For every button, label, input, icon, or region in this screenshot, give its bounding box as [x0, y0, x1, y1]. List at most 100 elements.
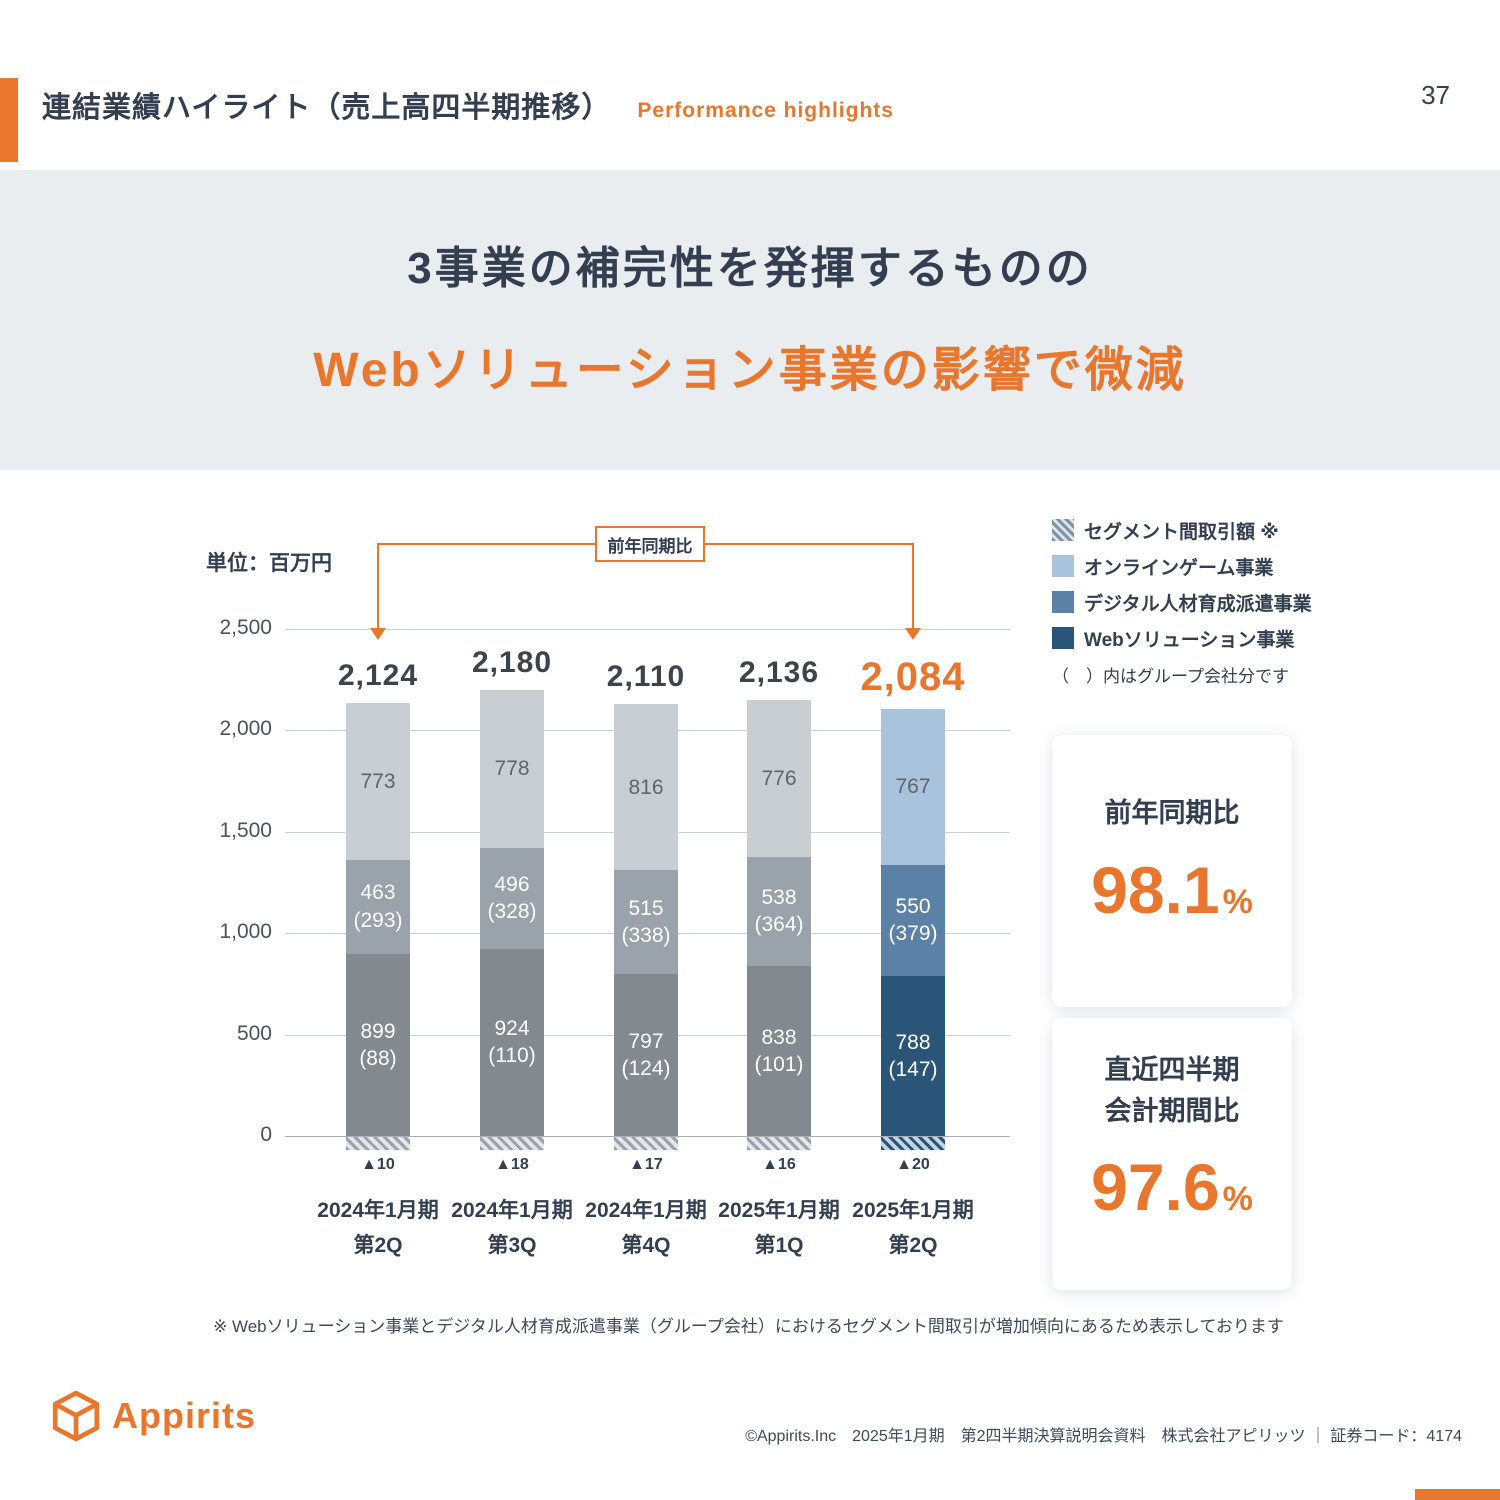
- headline-line-1: 3事業の補完性を発揮するものの: [407, 244, 1093, 293]
- kpi-value-number: 98.1: [1091, 852, 1220, 927]
- bar-total-label: 2,110: [606, 660, 686, 694]
- bar-segment-game: 773: [346, 703, 410, 860]
- bar-segment-web: 797 (124): [614, 974, 678, 1136]
- legend-label: セグメント間取引額 ※: [1084, 521, 1279, 543]
- header: 連結業績ハイライト（売上高四半期推移） Performance highligh…: [42, 84, 894, 126]
- kpi-card-value: 98.1%: [1091, 852, 1253, 928]
- appirits-logo-icon: [52, 1390, 100, 1442]
- elimination-strip: [881, 1137, 945, 1150]
- bar-segment-web: 838 (101): [747, 966, 811, 1136]
- x-axis-category-label: 2024年1月期 第4Q: [585, 1199, 707, 1257]
- legend-label: オンラインゲーム事業: [1084, 557, 1274, 579]
- bar-segment-label: 550 (379): [888, 895, 938, 946]
- x-axis-category-label: 2025年1月期 第2Q: [852, 1199, 974, 1257]
- down-arrow-icon: [905, 628, 921, 640]
- footer-credit: ©Appirits.Inc 2025年1月期 第2四半期決算説明会資料 株式会社…: [745, 1428, 1462, 1445]
- elimination-strip: [346, 1137, 410, 1150]
- bar-total-label: 2,136: [738, 655, 820, 689]
- elimination-strip: [614, 1137, 678, 1150]
- page-number: 37: [1421, 80, 1450, 110]
- bar-segment-label: 788 (147): [888, 1030, 938, 1082]
- bar-segment-label: 463 (293): [353, 881, 403, 932]
- bar-segment-label: 797 (124): [621, 1029, 671, 1081]
- bottom-accent-strip: [1415, 1489, 1500, 1500]
- appirits-logo: Appirits: [50, 1390, 256, 1442]
- quarterly-revenue-stacked-bar-chart: 単位：百万円 前年同期比 0 500 1,000 1,500 2,000 2,500 899…: [200, 515, 1030, 1315]
- legend-label: デジタル人材育成派遣事業: [1084, 593, 1312, 615]
- bar-segment-label: 776: [761, 766, 797, 790]
- elimination-label: ▲17: [629, 1156, 663, 1173]
- elimination-label: ▲10: [361, 1156, 395, 1173]
- bar-segment-hr: 496 (328): [480, 848, 544, 949]
- bar-total-label: 2,180: [471, 646, 553, 680]
- bar-segment-label: 924 (110): [488, 1017, 536, 1068]
- kpi-card-value: 97.6%: [1091, 1149, 1253, 1225]
- bar-segment-hr: 538 (364): [747, 856, 811, 967]
- chart-legend: セグメント間取引額 ※ オンラインゲーム事業デジタル人材育成派遣事業 Webソリュー…: [1052, 518, 1392, 687]
- kpi-card-title: 前年同期比: [1104, 798, 1240, 828]
- bar-segment-label: 778: [494, 757, 530, 781]
- elimination-label: ▲20: [896, 1156, 930, 1173]
- bar-segment-label: 899 (88): [359, 1019, 397, 1070]
- legend-swatch-hr: [1052, 591, 1074, 613]
- kpi-card-yoy: 前年同期比 98.1%: [1052, 735, 1292, 1007]
- x-axis-category-label: 2025年1月期 第1Q: [718, 1199, 840, 1257]
- bar-segment-label: 538 (364): [754, 886, 804, 937]
- headline-banner: 3事業の補完性を発揮するものの Webソリューション事業の影響で微減: [0, 170, 1500, 470]
- elimination-label: ▲16: [762, 1156, 796, 1173]
- yoy-callout: 前年同期比: [595, 526, 705, 562]
- bar-segment-game: 778: [480, 690, 544, 848]
- y-axis-tick-label: 1,500: [219, 818, 272, 842]
- y-axis-tick-label: 2,500: [219, 616, 272, 639]
- bar-segment-label: 816: [628, 775, 664, 799]
- y-axis-tick-label: 0: [260, 1123, 272, 1146]
- bar-segment-game: 767: [881, 709, 945, 865]
- kpi-card-title: 会計期間比: [1104, 1095, 1240, 1126]
- bar-segment-web: 788 (147): [881, 976, 945, 1136]
- legend-item: Webソリューション事業: [1052, 626, 1392, 651]
- legend-item: セグメント間取引額 ※: [1052, 518, 1392, 543]
- appirits-logo-text: Appirits: [112, 1395, 257, 1436]
- bar-segment-hr: 550 (379): [881, 864, 945, 977]
- legend-note: （ ）内はグループ会社分です: [1052, 667, 1289, 686]
- elimination-strip: [480, 1137, 544, 1150]
- kpi-value-unit: %: [1222, 1180, 1253, 1218]
- x-axis-category-label: 2024年1月期 第2Q: [317, 1199, 439, 1257]
- bar-total-label: 2,124: [337, 659, 419, 693]
- kpi-card-title: 直近四半期: [1104, 1055, 1240, 1085]
- footnote: ※ Webソリューション事業とデジタル人材育成派遣事業（グループ会社）におけるセ…: [213, 1317, 1284, 1336]
- callout-bracket-line: [912, 543, 914, 629]
- bar-segment-label: 773: [360, 769, 396, 793]
- y-axis-tick-label: 500: [236, 1021, 272, 1045]
- bar-segment-game: 776: [747, 699, 811, 857]
- callout-bracket-line: [377, 543, 379, 629]
- legend-label: Webソリューション事業: [1084, 629, 1295, 651]
- page-subtitle: Performance highlights: [637, 99, 894, 122]
- bar-segment-web: 924 (110): [480, 948, 544, 1136]
- kpi-card-qoq: 直近四半期 会計期間比 97.6%: [1052, 1018, 1292, 1290]
- down-arrow-icon: [370, 628, 386, 640]
- callout-bracket-line: [705, 543, 913, 545]
- bar-segment-web: 899 (88): [346, 953, 410, 1136]
- bar-segment-hr: 515 (338): [614, 869, 678, 975]
- legend-item: デジタル人材育成派遣事業: [1052, 590, 1392, 615]
- bar-segment-game: 816: [614, 704, 678, 870]
- headline-line-2: Webソリューション事業の影響で微減: [313, 344, 1187, 397]
- x-axis-category-label: 2024年1月期 第3Q: [451, 1199, 573, 1257]
- gridline: [285, 629, 1010, 630]
- legend-item: オンラインゲーム事業: [1052, 554, 1392, 579]
- gridline: [285, 1136, 1010, 1137]
- header-accent-bar: [0, 78, 18, 162]
- unit-label: 単位：百万円: [206, 552, 332, 575]
- page-title: 連結業績ハイライト（売上高四半期推移）: [42, 92, 612, 124]
- kpi-value-number: 97.6: [1091, 1150, 1220, 1224]
- elimination-label: ▲18: [495, 1156, 529, 1173]
- bar-segment-label: 838 (101): [754, 1025, 804, 1077]
- bar-segment-label: 767: [895, 775, 931, 799]
- bar-segment-label: 496 (328): [487, 873, 537, 924]
- bar-segment-label: 515 (338): [621, 896, 671, 948]
- y-axis-tick-label: 1,000: [219, 920, 272, 944]
- legend-items: セグメント間取引額 ※ オンラインゲーム事業デジタル人材育成派遣事業 Webソリュー…: [1052, 518, 1392, 651]
- legend-swatch-game: [1052, 555, 1074, 577]
- elimination-strip: [747, 1137, 811, 1150]
